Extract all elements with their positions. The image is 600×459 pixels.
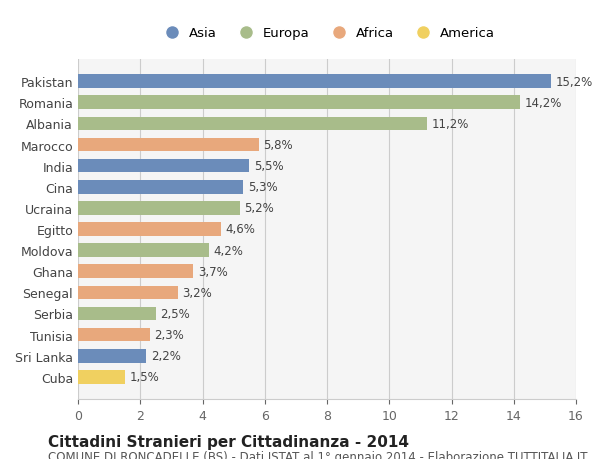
Text: 5,5%: 5,5% <box>254 160 283 173</box>
Text: 15,2%: 15,2% <box>556 75 593 89</box>
Text: 11,2%: 11,2% <box>431 118 469 131</box>
Bar <box>78 202 240 215</box>
Bar <box>78 286 178 300</box>
Text: 4,2%: 4,2% <box>214 244 243 257</box>
Legend: Asia, Europa, Africa, America: Asia, Europa, Africa, America <box>154 22 500 45</box>
Bar <box>78 244 209 257</box>
Text: COMUNE DI RONCADELLE (BS) - Dati ISTAT al 1° gennaio 2014 - Elaborazione TUTTITA: COMUNE DI RONCADELLE (BS) - Dati ISTAT a… <box>48 450 587 459</box>
Bar <box>78 307 156 321</box>
Bar <box>78 328 149 342</box>
Text: 2,2%: 2,2% <box>151 349 181 363</box>
Text: 2,5%: 2,5% <box>160 308 190 320</box>
Bar <box>78 223 221 236</box>
Text: 5,2%: 5,2% <box>245 202 274 215</box>
Bar <box>78 180 243 194</box>
Text: 5,3%: 5,3% <box>248 181 277 194</box>
Text: 5,8%: 5,8% <box>263 139 293 151</box>
Text: 14,2%: 14,2% <box>524 96 562 110</box>
Bar <box>78 265 193 279</box>
Text: 2,3%: 2,3% <box>154 328 184 341</box>
Bar <box>78 96 520 110</box>
Text: 1,5%: 1,5% <box>130 370 159 384</box>
Bar <box>78 117 427 131</box>
Bar <box>78 159 249 173</box>
Bar <box>78 370 125 384</box>
Text: Cittadini Stranieri per Cittadinanza - 2014: Cittadini Stranieri per Cittadinanza - 2… <box>48 434 409 449</box>
Text: 3,7%: 3,7% <box>198 265 227 278</box>
Bar <box>78 138 259 152</box>
Text: 4,6%: 4,6% <box>226 223 256 236</box>
Bar <box>78 349 146 363</box>
Bar <box>78 75 551 89</box>
Text: 3,2%: 3,2% <box>182 286 212 299</box>
